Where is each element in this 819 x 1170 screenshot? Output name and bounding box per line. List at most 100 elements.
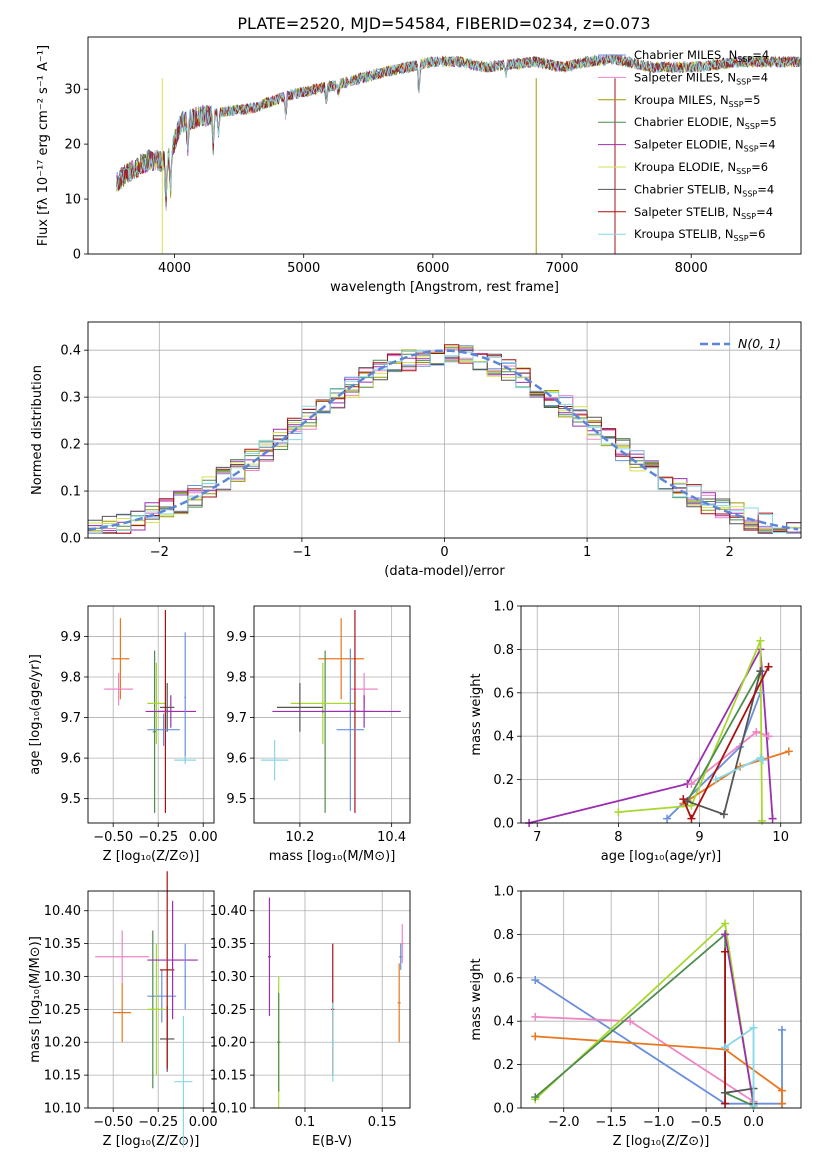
x-tick-label: −0.25: [138, 1115, 178, 1130]
x-tick-label: 7000: [545, 261, 578, 276]
x-tick-label: 10.4: [377, 830, 406, 845]
y-tick-label: 10.15: [44, 1069, 81, 1084]
x-tick-label: −1.5: [595, 1115, 627, 1130]
spectrum-axes: [84, 88, 692, 258]
x-tick-label: −1: [292, 545, 311, 560]
y-tick-label: 10.20: [44, 1036, 81, 1051]
y-tick-label: 0.4: [493, 730, 514, 745]
weight-marker: [711, 775, 720, 784]
weight-marker: [756, 667, 765, 676]
x-tick-label: 7: [533, 830, 541, 845]
weight-marker: [531, 1012, 540, 1021]
y-axis-label: age [log₁₀(age/yr)]: [28, 654, 43, 775]
y-tick-label: 0.0: [493, 1102, 514, 1117]
weight-line: [528, 646, 774, 824]
y-tick-label: 0.0: [493, 817, 514, 832]
x-tick-label: 0.0: [743, 1115, 764, 1130]
residuals-frame: [87, 321, 802, 539]
x-axis-label: (data-model)/error: [384, 564, 505, 579]
y-axis-label: mass [log₁₀(M/M⊙)]: [28, 936, 43, 1063]
x-tick-label: −0.25: [138, 830, 178, 845]
age-vs-mass-axes: [250, 606, 410, 827]
x-tick-label: 1: [583, 545, 591, 560]
weight-marker: [687, 814, 696, 823]
x-axis-label: E(B-V): [312, 1134, 352, 1149]
y-tick-label: 0.8: [493, 928, 514, 943]
x-axis-label: mass [log₁₀(M/M⊙)]: [269, 849, 396, 864]
y-tick-label: 0: [73, 248, 81, 263]
y-axis-label: Normed distribution: [30, 365, 45, 495]
legend-label: Kroupa ELODIE, NSSP=6: [634, 160, 768, 176]
weight-vs-age-frame: [520, 605, 802, 824]
x-tick-label: 2: [726, 545, 734, 560]
y-tick-label: 0.2: [493, 1058, 514, 1073]
weight-vs-age-axes: [517, 605, 801, 827]
y-tick-label: 10.10: [210, 1102, 247, 1117]
y-tick-label: 9.5: [226, 792, 247, 807]
residuals-axes: [84, 322, 801, 542]
legend-label: Kroupa STELIB, NSSP=6: [634, 227, 765, 243]
x-tick-label: −0.50: [93, 1115, 133, 1130]
weight-marker: [679, 795, 688, 804]
y-tick-label: 0.8: [493, 643, 514, 658]
weight-marker: [721, 1088, 730, 1097]
legend-label: Salpeter MILES, NSSP=4: [634, 70, 768, 86]
weight-marker: [768, 814, 777, 823]
y-tick-label: 9.7: [60, 711, 81, 726]
weight-marker: [719, 810, 728, 819]
weight-marker: [721, 930, 730, 939]
y-tick-label: 10.40: [210, 904, 247, 919]
x-tick-label: −0.50: [93, 830, 133, 845]
x-tick-label: 8000: [675, 261, 708, 276]
weight-marker: [614, 808, 623, 817]
y-tick-label: 0.6: [493, 686, 514, 701]
y-tick-label: 9.9: [226, 630, 247, 645]
y-tick-label: 0.4: [493, 1015, 514, 1030]
y-tick-label: 1.0: [493, 885, 514, 900]
x-tick-label: 0.00: [189, 1115, 218, 1130]
weight-marker: [721, 1043, 730, 1052]
y-tick-label: 0.2: [60, 438, 81, 453]
legend-label: Chabrier MILES, NSSP=4: [634, 48, 769, 64]
weight-vs-Z-frame: [520, 890, 802, 1109]
x-tick-label: 10.2: [285, 830, 314, 845]
weight-marker: [663, 814, 672, 823]
weight-marker: [721, 947, 730, 956]
weight-line: [535, 1016, 754, 1103]
weight-marker: [764, 732, 773, 741]
x-tick-label: 5000: [287, 261, 320, 276]
legend-label: Salpeter STELIB, NSSP=4: [634, 205, 773, 221]
y-tick-label: 9.5: [60, 792, 81, 807]
residual-histogram: [88, 350, 801, 534]
y-tick-label: 10.40: [44, 904, 81, 919]
weight-marker: [626, 1017, 635, 1026]
weight-marker: [784, 747, 793, 756]
normal-curve: [87, 349, 799, 532]
legend-label: N(0, 1): [738, 336, 781, 351]
y-tick-label: 0.1: [60, 485, 81, 500]
x-tick-label: 4000: [158, 261, 191, 276]
x-axis-label: wavelength [Angstrom, rest frame]: [330, 280, 559, 295]
x-tick-label: 0: [440, 545, 448, 560]
weight-line: [534, 921, 755, 1106]
x-tick-label: 0.00: [189, 830, 218, 845]
y-tick-label: 9.7: [226, 711, 247, 726]
x-tick-label: −1.0: [643, 1115, 675, 1130]
x-tick-label: −2: [150, 545, 169, 560]
y-tick-label: 0.3: [60, 391, 81, 406]
y-tick-label: 10.30: [210, 970, 247, 985]
x-tick-label: 0.1: [295, 1115, 316, 1130]
x-tick-label: 6000: [416, 261, 449, 276]
weight-marker: [531, 975, 540, 984]
y-tick-label: 30: [64, 83, 81, 98]
age-vs-Z-axes: [84, 606, 214, 827]
x-tick-label: 9: [695, 830, 703, 845]
legend-label: Kroupa MILES, NSSP=5: [634, 93, 760, 109]
x-axis-label: age [log₁₀(age/yr)]: [601, 849, 722, 864]
y-tick-label: 10.25: [44, 1003, 81, 1018]
weight-line: [724, 1087, 755, 1104]
weight-marker: [752, 727, 761, 736]
y-tick-label: 0.2: [493, 773, 514, 788]
mass-vs-Z-frame: [87, 890, 215, 1109]
